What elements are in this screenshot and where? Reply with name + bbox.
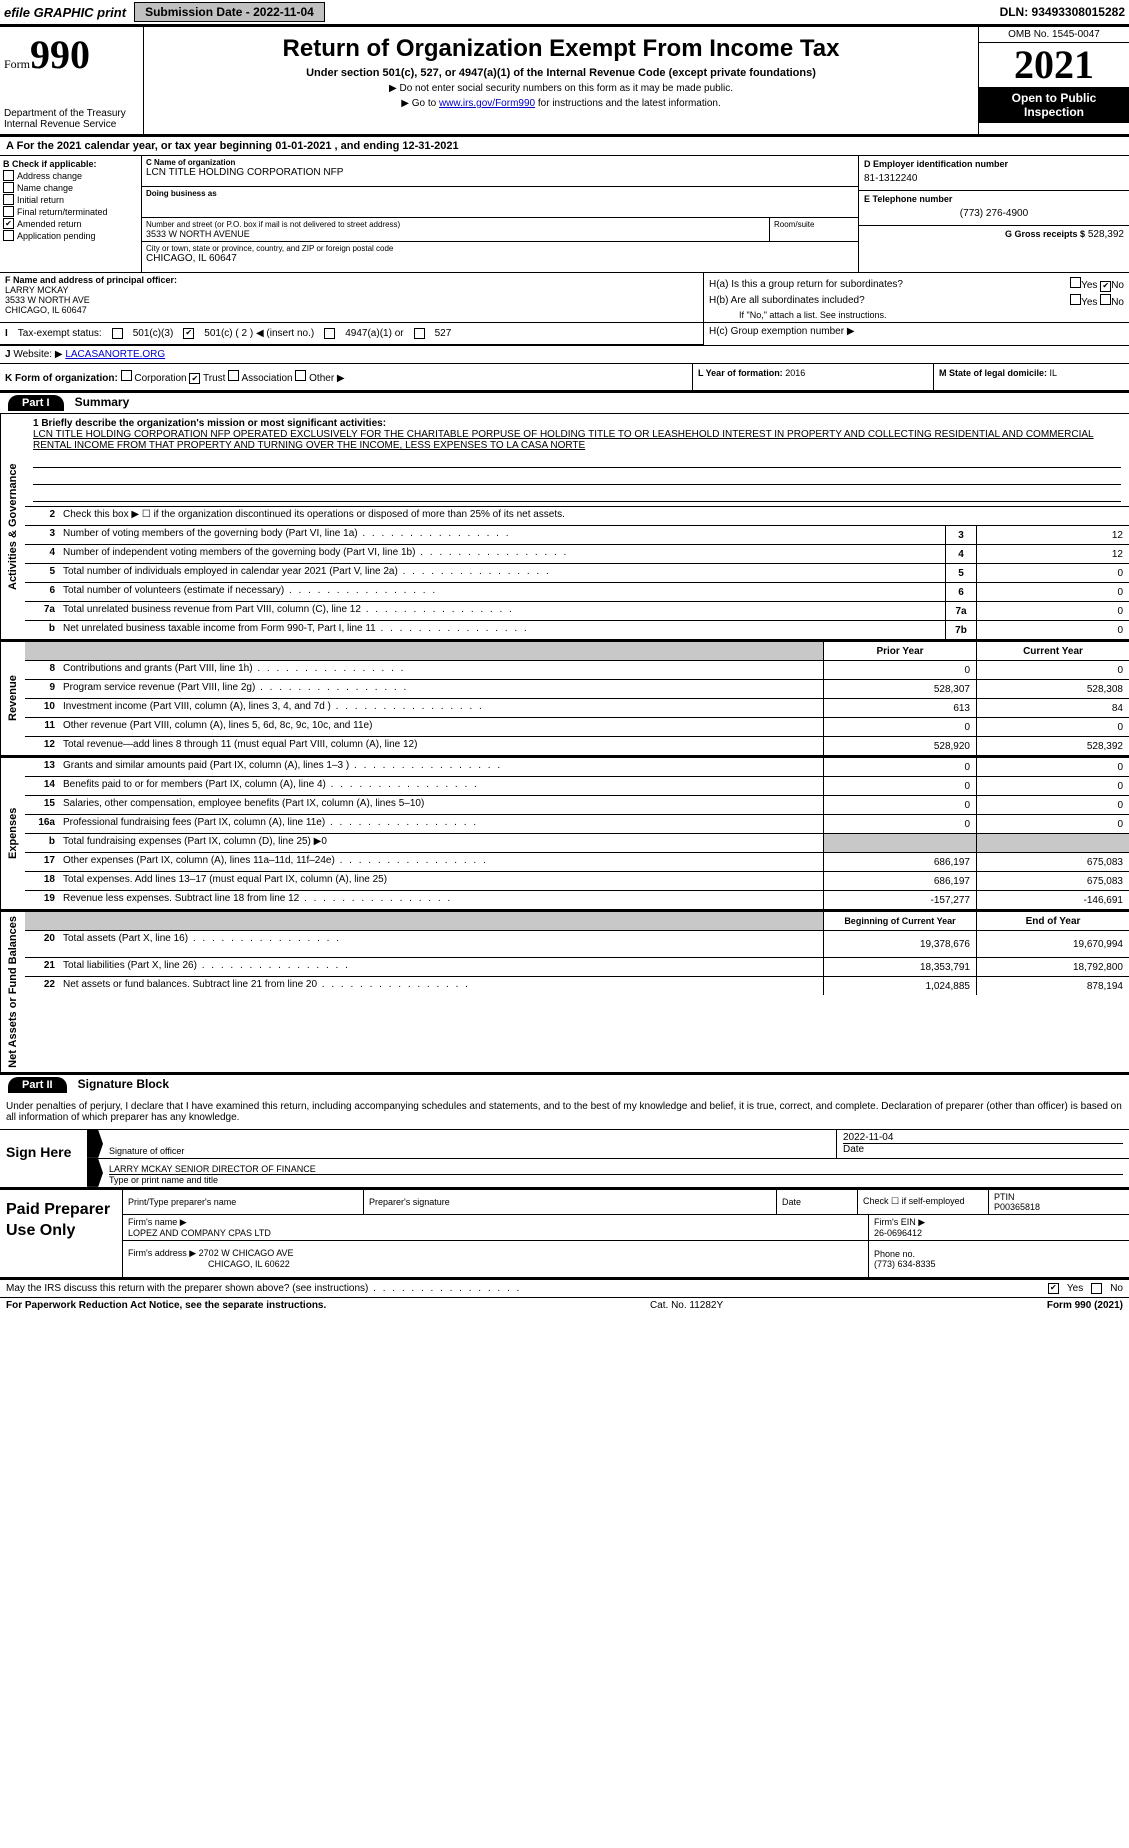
firm-phone: (773) 634-8335: [874, 1259, 1124, 1269]
irs: Internal Revenue Service: [4, 119, 139, 130]
cb-discuss-no[interactable]: [1091, 1283, 1102, 1294]
year-formation: 2016: [785, 368, 805, 378]
val-5: 0: [976, 564, 1129, 582]
period-row: A For the 2021 calendar year, or tax yea…: [0, 137, 1129, 156]
side-exp: Expenses: [0, 758, 25, 909]
box-d-e-g: D Employer identification number 81-1312…: [858, 156, 1129, 272]
dln: DLN: 93493308015282: [1000, 5, 1125, 19]
cb-final[interactable]: [3, 206, 14, 217]
form-number: 990: [30, 32, 90, 77]
cb-app[interactable]: [3, 230, 14, 241]
cb-hb-no[interactable]: [1100, 294, 1111, 305]
cat-no: Cat. No. 11282Y: [326, 1300, 1047, 1311]
val-6: 0: [976, 583, 1129, 601]
state-domicile: IL: [1050, 368, 1058, 378]
cb-527[interactable]: [414, 328, 425, 339]
val-4: 12: [976, 545, 1129, 563]
discuss-row: May the IRS discuss this return with the…: [0, 1280, 1129, 1297]
firm-ein: 26-0696412: [874, 1228, 1124, 1238]
cb-hb-yes[interactable]: [1070, 294, 1081, 305]
open-public: Open to Public Inspection: [979, 87, 1129, 123]
revenue: Revenue Prior YearCurrent Year 8Contribu…: [0, 642, 1129, 758]
row-k-l-m: K Form of organization: Corporation Trus…: [0, 364, 1129, 394]
form-ref: Form 990 (2021): [1047, 1300, 1123, 1311]
arrow-icon: [87, 1159, 103, 1187]
sign-here: Sign Here Signature of officer 2022-11-0…: [0, 1130, 1129, 1190]
ptin: P00365818: [994, 1202, 1124, 1212]
ein: 81-1312240: [864, 173, 1124, 184]
cb-4947[interactable]: [324, 328, 335, 339]
cb-assoc[interactable]: [228, 370, 239, 381]
form-header: Form990 Department of the Treasury Inter…: [0, 27, 1129, 137]
signature-intro: Under penalties of perjury, I declare th…: [0, 1095, 1129, 1130]
dept-treasury: Department of the Treasury: [4, 108, 139, 119]
street: 3533 W NORTH AVENUE: [146, 229, 765, 239]
val-7b: 0: [976, 621, 1129, 639]
mission-text: LCN TITLE HOLDING CORPORATION NFP OPERAT…: [33, 429, 1121, 451]
top-bar: efile GRAPHIC print Submission Date - 20…: [0, 0, 1129, 24]
box-c: C Name of organization LCN TITLE HOLDING…: [142, 156, 858, 272]
side-net: Net Assets or Fund Balances: [0, 912, 25, 1072]
efile-label: efile GRAPHIC print: [4, 5, 126, 20]
tax-year: 2021: [979, 43, 1129, 87]
activities-governance: Activities & Governance 1 Briefly descri…: [0, 414, 1129, 642]
cb-trust[interactable]: [189, 373, 200, 384]
row-i-j: I Tax-exempt status: 501(c)(3) 501(c) ( …: [0, 323, 1129, 346]
phone: (773) 276-4900: [864, 208, 1124, 219]
cb-corp[interactable]: [121, 370, 132, 381]
paid-preparer: Paid Preparer Use Only Print/Type prepar…: [0, 1190, 1129, 1280]
part1-header: Part I Summary: [0, 393, 1129, 414]
box-f: F Name and address of principal officer:…: [0, 273, 704, 322]
omb-number: OMB No. 1545-0047: [979, 27, 1129, 43]
val-3: 12: [976, 526, 1129, 544]
info-grid: B Check if applicable: Address change Na…: [0, 156, 1129, 273]
note-ssn: ▶ Do not enter social security numbers o…: [148, 83, 974, 94]
arrow-icon: [87, 1130, 103, 1158]
box-b: B Check if applicable: Address change Na…: [0, 156, 142, 272]
firm-name: LOPEZ AND COMPANY CPAS LTD: [128, 1228, 863, 1238]
gross-receipts: 528,392: [1088, 229, 1124, 240]
side-rev: Revenue: [0, 642, 25, 755]
header-right: OMB No. 1545-0047 2021 Open to Public In…: [978, 27, 1129, 134]
website-link[interactable]: LACASANORTE.ORG: [65, 349, 165, 360]
cb-initial[interactable]: [3, 194, 14, 205]
note-link: ▶ Go to www.irs.gov/Form990 for instruct…: [148, 98, 974, 109]
part2-header: Part II Signature Block: [0, 1075, 1129, 1095]
officer-name: LARRY MCKAY: [5, 285, 698, 295]
cb-name[interactable]: [3, 182, 14, 193]
city: CHICAGO, IL 60647: [146, 253, 854, 264]
header-mid: Return of Organization Exempt From Incom…: [144, 27, 978, 134]
form-word: Form: [4, 57, 30, 71]
mission: 1 Briefly describe the organization's mi…: [25, 414, 1129, 506]
side-ag: Activities & Governance: [0, 414, 25, 639]
sig-date: 2022-11-04: [843, 1132, 1123, 1143]
form-subtitle: Under section 501(c), 527, or 4947(a)(1)…: [148, 67, 974, 79]
irs-link[interactable]: www.irs.gov/Form990: [439, 98, 535, 109]
header-left: Form990 Department of the Treasury Inter…: [0, 27, 144, 134]
form-title: Return of Organization Exempt From Incom…: [148, 35, 974, 63]
expenses: Expenses 13Grants and similar amounts pa…: [0, 758, 1129, 912]
cb-address[interactable]: [3, 170, 14, 181]
org-name: LCN TITLE HOLDING CORPORATION NFP: [146, 167, 854, 178]
bottom-line: For Paperwork Reduction Act Notice, see …: [0, 1298, 1129, 1313]
box-hc: H(c) Group exemption number ▶: [703, 323, 1129, 345]
box-h: H(a) Is this a group return for subordin…: [704, 273, 1129, 322]
cb-ha-yes[interactable]: [1070, 277, 1081, 288]
cb-discuss-yes[interactable]: [1048, 1283, 1059, 1294]
val-7a: 0: [976, 602, 1129, 620]
cb-501c[interactable]: [183, 328, 194, 339]
cb-amended[interactable]: [3, 218, 14, 229]
cb-ha-no[interactable]: [1100, 281, 1111, 292]
officer-typed: LARRY MCKAY SENIOR DIRECTOR OF FINANCE: [109, 1164, 1123, 1174]
cb-501c3[interactable]: [112, 328, 123, 339]
cb-other[interactable]: [295, 370, 306, 381]
submission-date: Submission Date - 2022-11-04: [134, 2, 325, 22]
row-f-h: F Name and address of principal officer:…: [0, 273, 1129, 323]
net-assets: Net Assets or Fund Balances Beginning of…: [0, 912, 1129, 1075]
